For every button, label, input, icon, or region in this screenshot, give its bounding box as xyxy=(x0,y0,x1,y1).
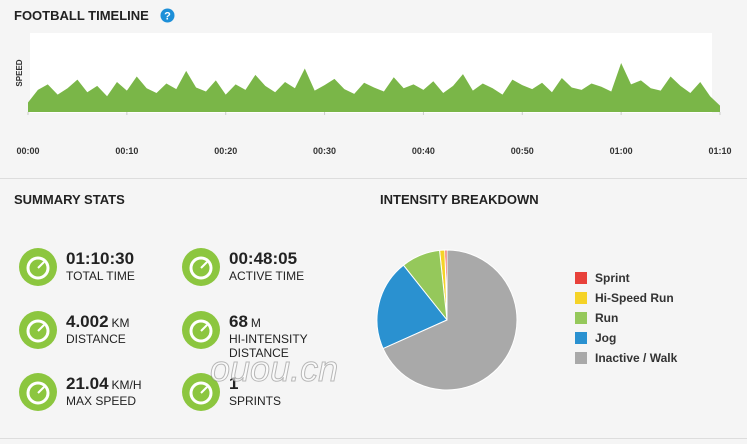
x-tick-label: 01:10 xyxy=(708,146,731,156)
stat-label: DISTANCE xyxy=(66,332,126,346)
stat-number: 4.002 xyxy=(66,312,109,331)
stat-unit: M xyxy=(250,316,261,330)
x-tick-label: 00:40 xyxy=(412,146,435,156)
stat-value: 21.04 KM/H xyxy=(66,374,142,394)
stat-label: HI-INTENSITY DISTANCE xyxy=(229,332,308,360)
x-tick-label: 00:00 xyxy=(16,146,39,156)
stat-icon xyxy=(19,248,57,286)
stat-value: 01:10:30 xyxy=(66,249,134,269)
stat-item: 4.002 KM DISTANCE xyxy=(18,310,168,360)
legend-swatch xyxy=(575,312,587,324)
icon-ring xyxy=(189,256,213,280)
stat-number: 01:10:30 xyxy=(66,249,135,268)
y-axis-label: SPEED xyxy=(15,59,24,86)
legend-label: Sprint xyxy=(595,271,630,285)
stat-icon xyxy=(19,311,57,349)
stat-icon xyxy=(19,373,57,411)
stat-number: 00:48:05 xyxy=(229,249,298,268)
stat-unit: KM/H xyxy=(111,378,142,392)
stat-unit: KM xyxy=(111,316,130,330)
stat-number: 21.04 xyxy=(66,374,109,393)
icon-hand xyxy=(37,324,45,332)
stat-item: 00:48:05 ACTIVE TIME xyxy=(181,247,331,297)
icon-ring xyxy=(189,319,213,343)
icon-hand xyxy=(37,261,45,269)
legend-swatch xyxy=(575,272,587,284)
x-tick-label: 00:20 xyxy=(214,146,237,156)
icon-hand xyxy=(37,386,45,394)
stat-icon xyxy=(182,311,220,349)
svg-text:?: ? xyxy=(164,11,171,23)
x-tick-label: 01:00 xyxy=(610,146,633,156)
legend-label: Inactive / Walk xyxy=(595,351,678,365)
stat-value: 00:48:05 xyxy=(229,249,297,269)
stat-label: SPRINTS xyxy=(229,394,282,408)
summary-title: SUMMARY STATS xyxy=(14,192,125,207)
stat-value: 68 M xyxy=(229,312,261,332)
divider xyxy=(0,438,747,439)
divider xyxy=(0,178,747,179)
icon-ring xyxy=(189,381,213,405)
legend-swatch xyxy=(575,332,587,344)
stat-icon xyxy=(182,248,220,286)
legend-label: Jog xyxy=(595,331,616,345)
stat-label: MAX SPEED xyxy=(66,394,137,408)
intensity-title: INTENSITY BREAKDOWN xyxy=(380,192,539,207)
timeline-title: FOOTBALL TIMELINE xyxy=(14,8,149,23)
icon-ring xyxy=(26,381,50,405)
icon-ring xyxy=(26,256,50,280)
stat-number: 1 xyxy=(229,374,239,393)
stat-item: 01:10:30 TOTAL TIME xyxy=(18,247,168,297)
speed-area xyxy=(28,63,720,112)
icon-hand xyxy=(200,261,208,269)
stat-label: ACTIVE TIME xyxy=(229,269,305,283)
x-tick-label: 00:30 xyxy=(313,146,336,156)
icon-hand xyxy=(200,324,208,332)
stat-item: 68 M HI-INTENSITY DISTANCE xyxy=(181,310,331,360)
watermark: ouou.cn xyxy=(209,348,339,390)
legend-label: Run xyxy=(595,311,618,325)
stat-icon xyxy=(182,373,220,411)
legend-swatch xyxy=(575,352,587,364)
stat-item: 21.04 KM/H MAX SPEED xyxy=(18,372,168,422)
stat-value: 4.002 KM xyxy=(66,312,130,332)
icon-hand xyxy=(200,386,208,394)
pie-slice xyxy=(382,249,518,391)
stat-number: 68 xyxy=(229,312,248,331)
help-icon[interactable]: ? xyxy=(160,8,175,23)
stat-value: 1 xyxy=(229,374,238,394)
timeline-chart: SPEED 00:00 00:10 00:20 00:30 00:40 00:50 01:0… xyxy=(15,33,732,156)
icon-ring xyxy=(26,319,50,343)
legend-swatch xyxy=(575,292,587,304)
legend-label: Hi-Speed Run xyxy=(595,291,674,305)
stat-item: 1 SPRINTS xyxy=(181,372,331,422)
x-tick-label: 00:10 xyxy=(115,146,138,156)
stat-label: TOTAL TIME xyxy=(66,269,135,283)
pie-chart: Sprint Hi-Speed Run Run Jog Inactive / Walk xyxy=(376,249,678,391)
x-tick-label: 00:50 xyxy=(511,146,534,156)
